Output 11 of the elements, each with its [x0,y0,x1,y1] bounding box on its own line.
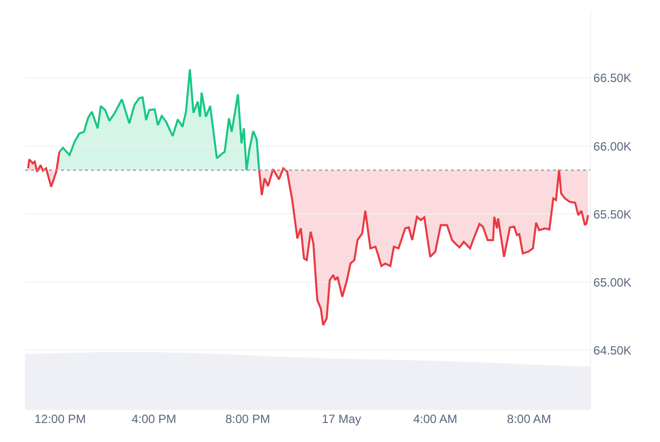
y-tick-label: 64.50K [593,343,632,358]
x-tick-label: 12:00 PM [34,412,86,426]
y-tick-label: 66.00K [593,139,632,154]
x-tick-label: 4:00 AM [413,412,458,426]
x-tick-label: 8:00 PM [225,412,270,426]
x-tick-label: 17 May [322,412,362,426]
x-tick-label: 8:00 AM [507,412,552,426]
y-tick-label: 65.00K [593,275,632,290]
y-tick-label: 65.50K [593,207,632,222]
y-tick-label: 66.50K [593,71,632,86]
x-tick-label: 4:00 PM [132,412,176,426]
